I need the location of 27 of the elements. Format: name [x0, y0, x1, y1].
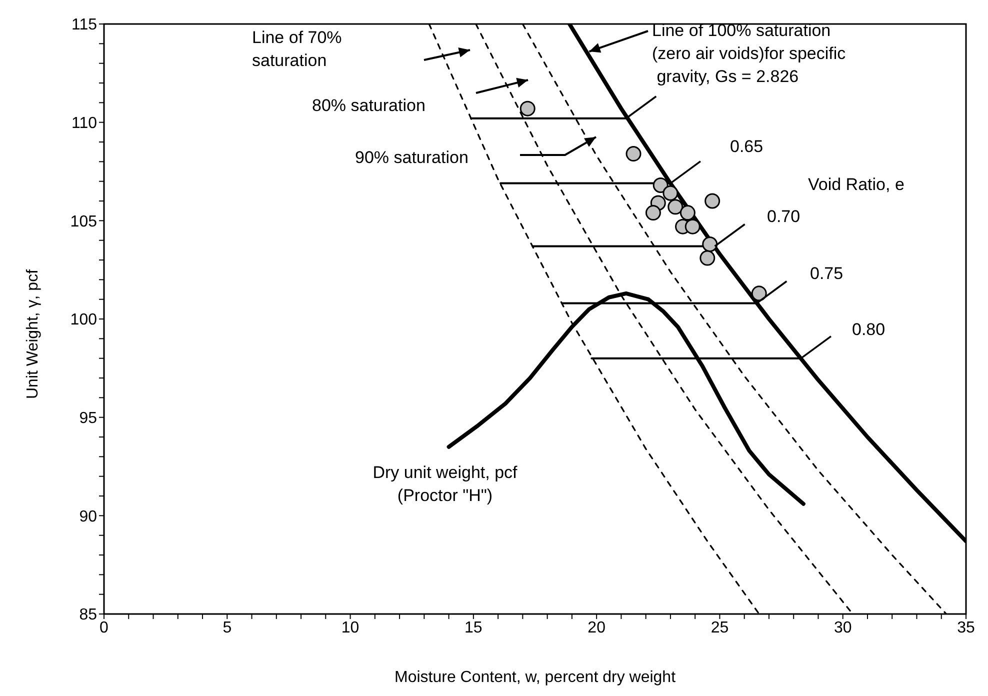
y-tick-label: 100	[70, 312, 98, 329]
annotation: 90% saturation	[355, 148, 468, 167]
x-tick-label: 20	[588, 619, 606, 636]
y-tick-label: 115	[71, 16, 98, 34]
x-tick-label: 5	[222, 619, 232, 636]
annotation: Line of 100% saturation (zero air voids)for specific gravity, Gs = 2.826	[652, 21, 846, 86]
y-tick-label: 110	[71, 115, 98, 132]
y-axis-title: Unit Weight, γ, pcf	[24, 268, 42, 399]
x-axis-title: Moisture Content, w, percent dry weight	[394, 669, 676, 686]
x-tick-label: 30	[834, 619, 852, 636]
x-tick-label: 15	[464, 619, 482, 636]
x-tick-label: 35	[957, 619, 975, 636]
y-tick-label: 85	[79, 606, 98, 624]
y-tick-label: 90	[79, 508, 98, 526]
annotation: 80% saturation	[312, 96, 426, 115]
x-tick-label: 25	[710, 619, 729, 636]
annotation: Line of 70% saturation	[252, 28, 342, 70]
annotation: 0.80	[852, 320, 886, 339]
annotation: 0.65	[730, 137, 764, 156]
annotation: 0.70	[767, 207, 800, 226]
y-tick-label: 105	[70, 213, 98, 230]
y-tick-label: 95	[79, 410, 98, 428]
x-tick-label: 0	[100, 619, 109, 636]
annotation: Void Ratio, e	[808, 175, 904, 194]
annotation: 0.75	[810, 264, 844, 283]
x-tick-label: 10	[341, 619, 360, 636]
annotation: Dry unit weight, pcf (Proctor "H")	[372, 463, 518, 505]
